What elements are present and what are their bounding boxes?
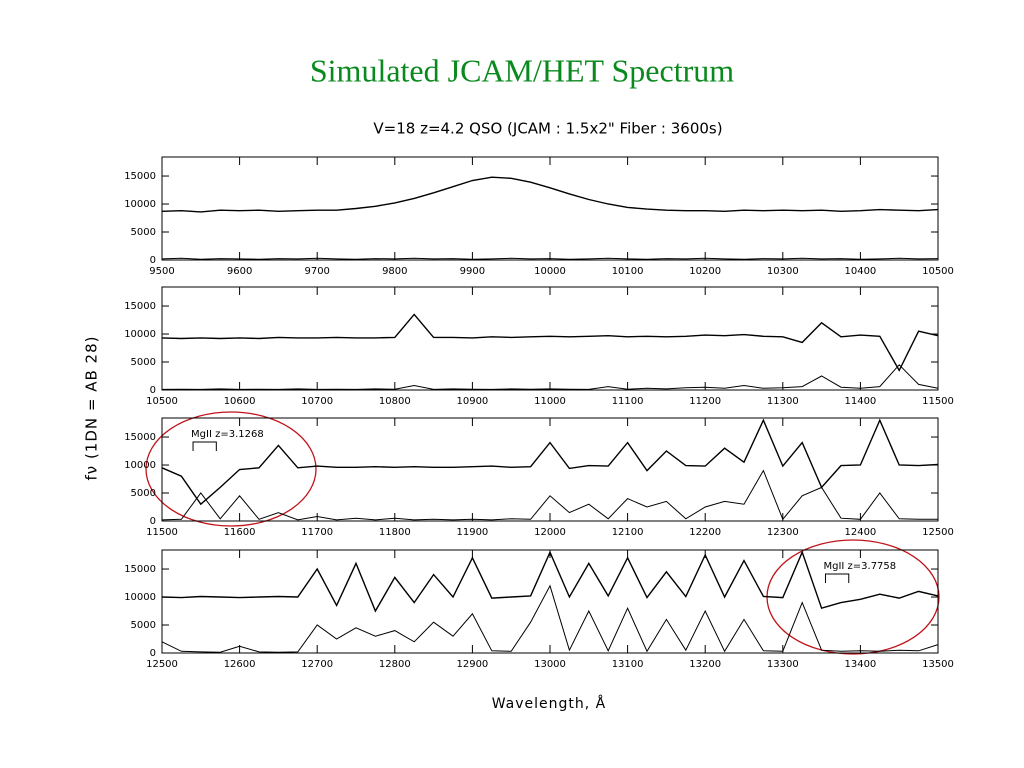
spectrum-line [161,176,939,213]
x-tick-label: 13100 [612,659,644,670]
x-tick-label: 11700 [301,527,333,538]
x-tick-label: 12400 [844,527,876,538]
x-tick-label: 10800 [379,396,411,407]
x-tick-label: 12700 [301,659,333,670]
spectrum-line [161,313,939,372]
x-tick-label: 12800 [379,659,411,670]
y-tick-label: 15000 [124,432,156,443]
x-tick-label: 13400 [844,659,876,670]
y-tick-label: 15000 [124,564,156,575]
x-tick-label: 9800 [382,266,407,277]
annotation-label: MgII z=3.1268 [191,429,264,440]
x-tick-label: 9600 [227,266,252,277]
y-tick-label: 5000 [131,488,156,499]
x-tick-label: 13300 [767,659,799,670]
y-tick-label: 15000 [124,171,156,182]
highlight-circle [145,411,317,527]
y-tick-label: 10000 [124,592,156,603]
x-tick-label: 11600 [224,527,256,538]
x-tick-label: 9900 [460,266,485,277]
x-tick-label: 10300 [767,266,799,277]
x-tick-label: 10100 [612,266,644,277]
x-tick-label: 12200 [689,527,721,538]
x-tick-label: 10200 [689,266,721,277]
y-tick-label: 5000 [131,227,156,238]
spectrum-line [161,469,938,521]
x-tick-label: 12300 [767,527,799,538]
x-tick-label: 10400 [844,266,876,277]
x-tick-label: 10900 [456,396,488,407]
y-tick-label: 10000 [124,460,156,471]
x-tick-label: 12900 [456,659,488,670]
x-tick-label: 12000 [534,527,566,538]
annotation-bracket [824,573,850,583]
x-tick-label: 11800 [379,527,411,538]
x-tick-label: 13200 [689,659,721,670]
spectrum-line [161,584,939,653]
x-tick-label: 11200 [689,396,721,407]
y-tick-label: 10000 [124,329,156,340]
y-tick-label: 0 [150,385,156,396]
y-tick-label: 0 [150,648,156,659]
x-tick-label: 10600 [224,396,256,407]
x-axis-label: Wavelength, Å [492,695,607,712]
figure-title: V=18 z=4.2 QSO (JCAM : 1.5x2" Fiber : 36… [373,120,722,138]
y-tick-label: 0 [150,516,156,527]
x-tick-label: 11400 [844,396,876,407]
x-tick-label: 12500 [922,527,954,538]
x-tick-label: 11000 [534,396,566,407]
annotation-label: MgII z=3.7758 [823,561,896,572]
x-tick-label: 11500 [146,527,178,538]
x-tick-label: 10700 [301,396,333,407]
x-tick-label: 11500 [922,396,954,407]
spectrum-line [161,257,939,260]
x-tick-label: 11900 [456,527,488,538]
y-tick-label: 5000 [131,357,156,368]
spectrum-line [161,550,939,613]
y-tick-label: 10000 [124,199,156,210]
slide-title: Simulated JCAM/HET Spectrum [310,52,734,88]
y-tick-label: 5000 [131,620,156,631]
x-tick-label: 9500 [149,266,174,277]
x-tick-label: 11300 [767,396,799,407]
x-tick-label: 12100 [612,527,644,538]
annotation-bracket [192,441,217,451]
x-tick-label: 10000 [534,266,566,277]
y-axis-label: fν (1DN = AB 28) [83,336,101,481]
spectrum-line [161,418,939,506]
x-tick-label: 10500 [146,396,178,407]
x-tick-label: 12600 [224,659,256,670]
x-tick-label: 10500 [922,266,954,277]
x-tick-label: 9700 [304,266,329,277]
spectrum-line [161,364,939,390]
y-tick-label: 15000 [124,301,156,312]
x-tick-label: 11100 [612,396,644,407]
y-tick-label: 0 [150,255,156,266]
x-tick-label: 13000 [534,659,566,670]
x-tick-label: 13500 [922,659,954,670]
x-tick-label: 12500 [146,659,178,670]
